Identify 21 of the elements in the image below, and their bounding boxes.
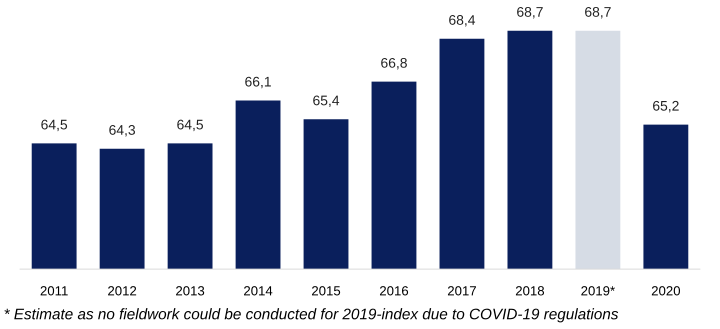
data-label: 66,8: [381, 58, 407, 70]
x-tick-label: 2017: [448, 286, 476, 296]
x-tick-label: 2012: [108, 286, 136, 296]
data-label: 65,4: [313, 96, 340, 107]
data-label: 68,7: [517, 7, 543, 18]
data-label: 65,2: [653, 100, 679, 112]
x-tick-label: 2011: [40, 286, 68, 296]
data-label: 64,5: [177, 120, 204, 132]
x-tick-label: 2014: [244, 286, 272, 296]
data-label: 68,7: [585, 7, 611, 18]
annotation: * Estimate as no fieldwork could be conducted for 2019-index due to COVID-19 regulations: [4, 308, 618, 322]
data-label: 66,1: [245, 76, 271, 88]
x-tick-label: 2018: [516, 286, 544, 296]
x-tick-label: 2013: [176, 286, 204, 296]
x-tick-label: 2020: [652, 286, 680, 296]
x-tick-label: 2015: [312, 286, 340, 296]
data-label: 64,3: [109, 125, 136, 137]
data-label: 68,4: [449, 15, 476, 27]
x-tick-label: 2019*: [581, 286, 615, 296]
x-tick-label: 2016: [380, 286, 408, 296]
data-label: 64,5: [41, 120, 68, 132]
